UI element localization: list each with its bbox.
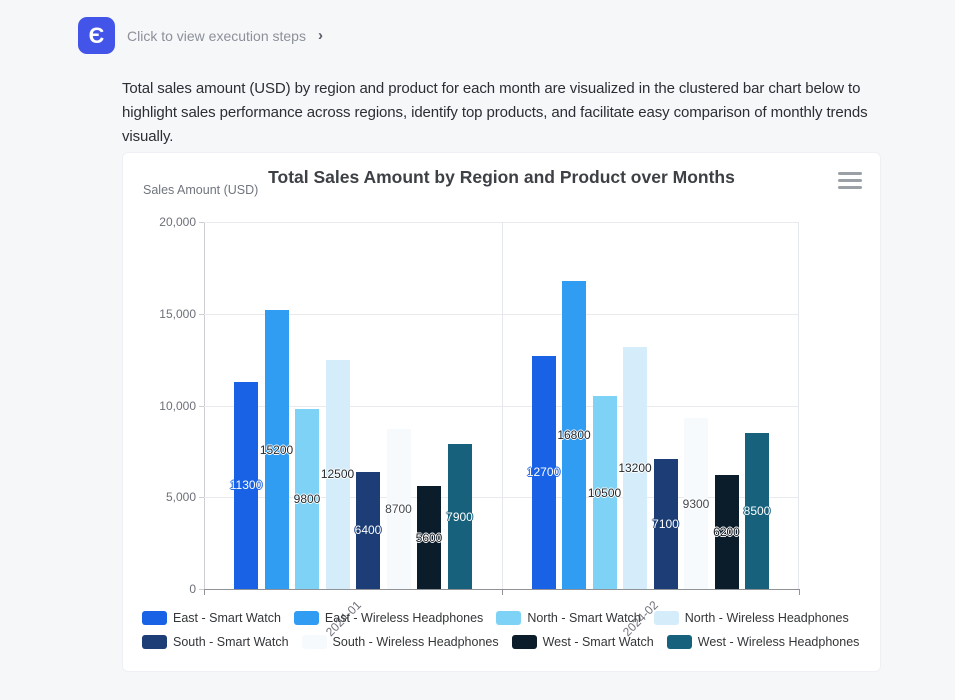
legend-item[interactable]: South - Smart Watch [142, 635, 289, 649]
menu-bar [838, 172, 862, 175]
y-axis-title: Sales Amount (USD) [143, 183, 259, 197]
y-axis-tick-label: 0 [189, 582, 196, 596]
y-axis-tick [199, 589, 204, 590]
legend-item[interactable]: West - Wireless Headphones [666, 635, 860, 649]
legend-item[interactable]: West - Smart Watch [511, 635, 654, 649]
x-axis-tick [799, 590, 800, 595]
bar[interactable] [264, 310, 289, 589]
bar[interactable] [295, 409, 319, 589]
legend-swatch [666, 635, 692, 649]
chart-description-text: Total sales amount (USD) by region and p… [122, 80, 868, 145]
bar[interactable] [623, 346, 647, 589]
legend-item[interactable]: North - Smart Watch [496, 611, 641, 625]
x-axis-tick [501, 590, 503, 595]
menu-bar [838, 179, 862, 182]
legend-label: South - Smart Watch [173, 635, 289, 649]
x-axis-tick [204, 590, 205, 595]
legend-label: West - Smart Watch [542, 635, 654, 649]
menu-bar [838, 186, 862, 189]
plot-area: 0 5,000 10,000 15,000 20,000 11300 12700 15200 1… [159, 215, 800, 639]
x-axis-line [204, 589, 800, 590]
legend-swatch [496, 611, 522, 625]
legend-label: South - Wireless Headphones [332, 635, 499, 649]
y-axis-tick [199, 405, 204, 407]
hamburger-menu-icon[interactable] [836, 166, 866, 195]
legend-swatch [511, 635, 537, 649]
legend-swatch [293, 611, 319, 625]
bar[interactable] [234, 381, 258, 589]
chart-title: Total Sales Amount by Region and Product… [268, 167, 735, 187]
legend-label: North - Wireless Headphones [684, 611, 849, 625]
legend-label: East - Wireless Headphones [324, 611, 484, 625]
legend-item[interactable]: East - Wireless Headphones [293, 611, 484, 625]
chevron-right-icon[interactable]: › [317, 27, 323, 44]
app-logo-icon: Є [78, 17, 115, 54]
bar[interactable] [714, 475, 739, 589]
bar[interactable] [531, 355, 556, 589]
execution-steps-header[interactable]: Є Click to view execution steps › [78, 17, 323, 54]
legend-row: East - Smart Watch East - Wireless Headph… [142, 611, 849, 625]
legend-swatch [142, 611, 167, 625]
legend-item[interactable]: East - Smart Watch [142, 611, 281, 625]
bar[interactable] [653, 458, 678, 589]
chart-card: Total Sales Amount by Region and Product… [122, 152, 881, 672]
y-axis-tick-label: 5,000 [165, 490, 196, 505]
legend-item[interactable]: South - Wireless Headphones [301, 635, 499, 649]
y-axis-tick [199, 313, 204, 315]
bar[interactable] [447, 444, 472, 589]
legend-row: South - Smart Watch South - Wireless Head… [142, 635, 859, 649]
bar[interactable] [562, 280, 586, 589]
legend-label: West - Wireless Headphones [697, 635, 860, 649]
legend-label: East - Smart Watch [173, 611, 281, 625]
legend-item[interactable]: North - Wireless Headphones [653, 611, 849, 625]
legend-swatch [301, 635, 327, 649]
y-axis-tick-label: 10,000 [159, 398, 196, 413]
bar[interactable] [325, 359, 350, 589]
legend-swatch [653, 611, 679, 625]
y-axis-tick-label: 15,000 [159, 306, 196, 321]
y-axis-tick-label: 20,000 [159, 215, 196, 229]
bar[interactable] [417, 486, 441, 589]
view-execution-steps-link[interactable]: Click to view execution steps [127, 27, 306, 44]
legend-swatch [142, 635, 167, 649]
bar[interactable] [386, 429, 411, 589]
y-axis-tick [199, 497, 204, 499]
gridline [501, 222, 503, 589]
gridline [798, 222, 799, 589]
bar[interactable] [684, 418, 708, 589]
bar[interactable] [356, 471, 380, 589]
bar[interactable] [745, 433, 769, 589]
bar[interactable] [592, 396, 617, 589]
y-axis-tick [199, 222, 204, 223]
legend-label: North - Smart Watch [527, 611, 641, 625]
